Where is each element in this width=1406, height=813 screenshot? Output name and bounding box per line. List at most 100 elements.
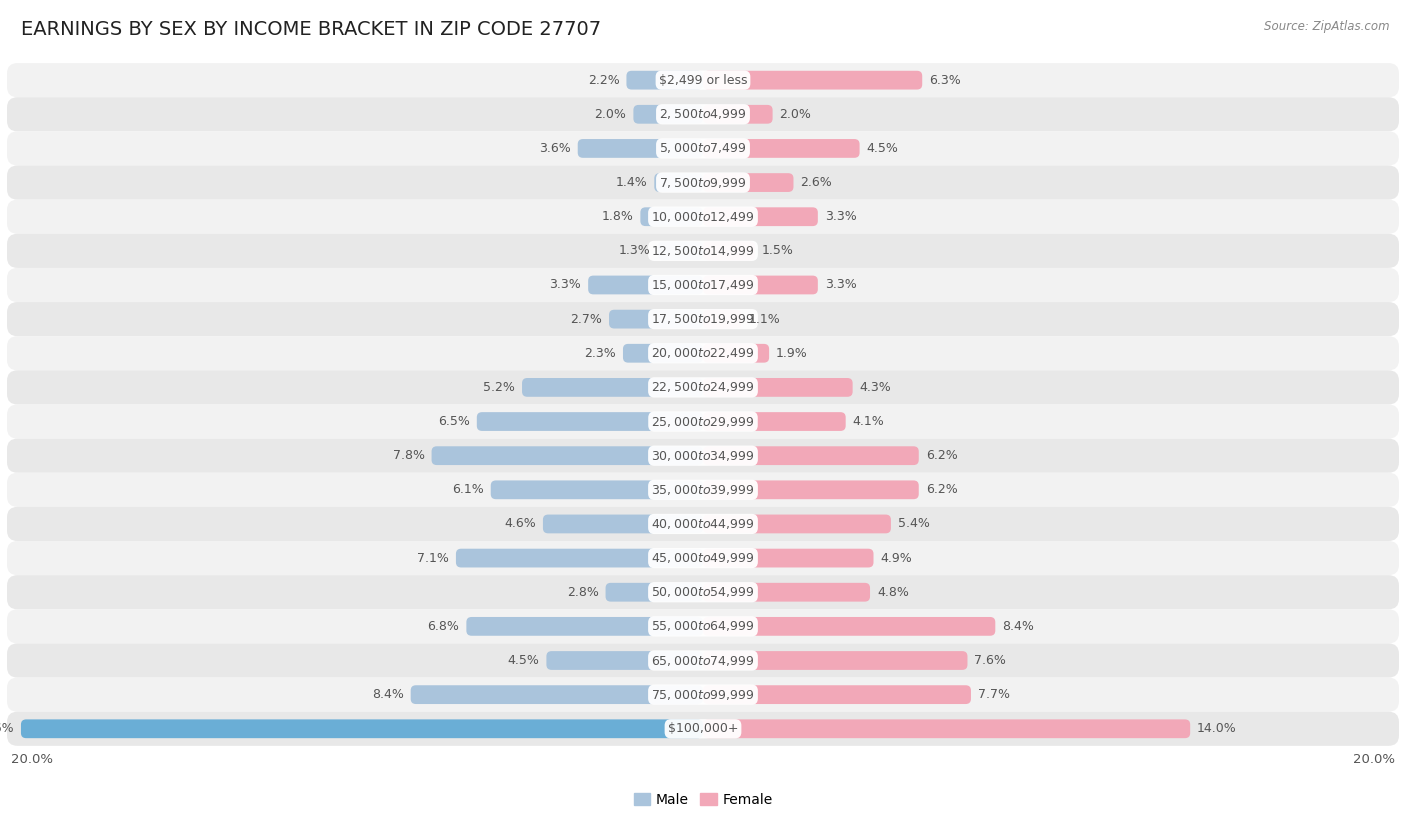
FancyBboxPatch shape <box>7 575 1399 609</box>
FancyBboxPatch shape <box>703 173 793 192</box>
Text: 5.2%: 5.2% <box>484 381 515 393</box>
Text: 7.6%: 7.6% <box>974 654 1007 667</box>
Text: 7.1%: 7.1% <box>418 551 449 564</box>
FancyBboxPatch shape <box>522 378 703 397</box>
FancyBboxPatch shape <box>703 105 773 124</box>
Text: $2,499 or less: $2,499 or less <box>659 74 747 87</box>
Text: $12,500 to $14,999: $12,500 to $14,999 <box>651 244 755 258</box>
Text: 6.8%: 6.8% <box>427 620 460 633</box>
FancyBboxPatch shape <box>467 617 703 636</box>
Text: 5.4%: 5.4% <box>898 517 929 530</box>
FancyBboxPatch shape <box>703 310 741 328</box>
FancyBboxPatch shape <box>491 480 703 499</box>
Text: 7.7%: 7.7% <box>979 688 1010 701</box>
FancyBboxPatch shape <box>703 685 972 704</box>
Text: $100,000+: $100,000+ <box>668 722 738 735</box>
Text: $50,000 to $54,999: $50,000 to $54,999 <box>651 585 755 599</box>
Text: $5,000 to $7,499: $5,000 to $7,499 <box>659 141 747 155</box>
FancyBboxPatch shape <box>588 276 703 294</box>
FancyBboxPatch shape <box>7 643 1399 677</box>
Text: $7,500 to $9,999: $7,500 to $9,999 <box>659 176 747 189</box>
Text: $15,000 to $17,499: $15,000 to $17,499 <box>651 278 755 292</box>
FancyBboxPatch shape <box>703 241 755 260</box>
Text: 6.3%: 6.3% <box>929 74 960 87</box>
Text: 4.9%: 4.9% <box>880 551 912 564</box>
FancyBboxPatch shape <box>7 268 1399 302</box>
Text: 1.9%: 1.9% <box>776 347 808 360</box>
Text: 3.6%: 3.6% <box>538 142 571 155</box>
Text: 1.8%: 1.8% <box>602 211 633 224</box>
Text: $55,000 to $64,999: $55,000 to $64,999 <box>651 620 755 633</box>
FancyBboxPatch shape <box>703 139 859 158</box>
FancyBboxPatch shape <box>609 310 703 328</box>
Text: 4.5%: 4.5% <box>508 654 540 667</box>
Text: 6.2%: 6.2% <box>925 449 957 462</box>
FancyBboxPatch shape <box>578 139 703 158</box>
Text: 2.3%: 2.3% <box>585 347 616 360</box>
FancyBboxPatch shape <box>623 344 703 363</box>
Text: 4.3%: 4.3% <box>859 381 891 393</box>
FancyBboxPatch shape <box>7 711 1399 746</box>
FancyBboxPatch shape <box>703 651 967 670</box>
Text: 14.0%: 14.0% <box>1197 722 1237 735</box>
Text: 2.2%: 2.2% <box>588 74 620 87</box>
FancyBboxPatch shape <box>703 617 995 636</box>
FancyBboxPatch shape <box>411 685 703 704</box>
FancyBboxPatch shape <box>606 583 703 602</box>
FancyBboxPatch shape <box>21 720 703 738</box>
Text: $45,000 to $49,999: $45,000 to $49,999 <box>651 551 755 565</box>
Text: 4.8%: 4.8% <box>877 585 908 598</box>
FancyBboxPatch shape <box>7 132 1399 166</box>
Text: 3.3%: 3.3% <box>550 279 581 292</box>
Text: $30,000 to $34,999: $30,000 to $34,999 <box>651 449 755 463</box>
FancyBboxPatch shape <box>703 583 870 602</box>
Text: 8.4%: 8.4% <box>1002 620 1035 633</box>
Text: $20,000 to $22,499: $20,000 to $22,499 <box>651 346 755 360</box>
Text: 1.5%: 1.5% <box>762 245 794 258</box>
Text: $25,000 to $29,999: $25,000 to $29,999 <box>651 415 755 428</box>
FancyBboxPatch shape <box>703 344 769 363</box>
FancyBboxPatch shape <box>7 234 1399 268</box>
Text: 20.0%: 20.0% <box>1354 754 1396 767</box>
Text: EARNINGS BY SEX BY INCOME BRACKET IN ZIP CODE 27707: EARNINGS BY SEX BY INCOME BRACKET IN ZIP… <box>21 20 602 39</box>
Text: $65,000 to $74,999: $65,000 to $74,999 <box>651 654 755 667</box>
Text: $2,500 to $4,999: $2,500 to $4,999 <box>659 107 747 121</box>
Text: 19.6%: 19.6% <box>0 722 14 735</box>
FancyBboxPatch shape <box>7 63 1399 98</box>
Text: 20.0%: 20.0% <box>10 754 52 767</box>
FancyBboxPatch shape <box>7 472 1399 506</box>
FancyBboxPatch shape <box>456 549 703 567</box>
FancyBboxPatch shape <box>703 515 891 533</box>
FancyBboxPatch shape <box>7 404 1399 438</box>
Text: 6.2%: 6.2% <box>925 483 957 496</box>
Text: 7.8%: 7.8% <box>392 449 425 462</box>
FancyBboxPatch shape <box>640 207 703 226</box>
FancyBboxPatch shape <box>543 515 703 533</box>
FancyBboxPatch shape <box>7 337 1399 371</box>
FancyBboxPatch shape <box>703 446 918 465</box>
Text: $35,000 to $39,999: $35,000 to $39,999 <box>651 483 755 497</box>
FancyBboxPatch shape <box>633 105 703 124</box>
Text: 3.3%: 3.3% <box>825 279 856 292</box>
FancyBboxPatch shape <box>7 98 1399 132</box>
FancyBboxPatch shape <box>703 276 818 294</box>
FancyBboxPatch shape <box>7 609 1399 643</box>
FancyBboxPatch shape <box>7 371 1399 404</box>
FancyBboxPatch shape <box>7 302 1399 337</box>
Text: 1.3%: 1.3% <box>619 245 651 258</box>
Text: 1.1%: 1.1% <box>748 313 780 326</box>
Text: $75,000 to $99,999: $75,000 to $99,999 <box>651 688 755 702</box>
FancyBboxPatch shape <box>703 378 852 397</box>
FancyBboxPatch shape <box>7 506 1399 541</box>
FancyBboxPatch shape <box>547 651 703 670</box>
Text: 4.6%: 4.6% <box>505 517 536 530</box>
FancyBboxPatch shape <box>7 166 1399 200</box>
FancyBboxPatch shape <box>7 541 1399 575</box>
FancyBboxPatch shape <box>477 412 703 431</box>
FancyBboxPatch shape <box>703 412 845 431</box>
Legend: Male, Female: Male, Female <box>628 787 778 812</box>
Text: 2.6%: 2.6% <box>800 176 832 189</box>
FancyBboxPatch shape <box>703 720 1191 738</box>
Text: Source: ZipAtlas.com: Source: ZipAtlas.com <box>1264 20 1389 33</box>
FancyBboxPatch shape <box>703 207 818 226</box>
